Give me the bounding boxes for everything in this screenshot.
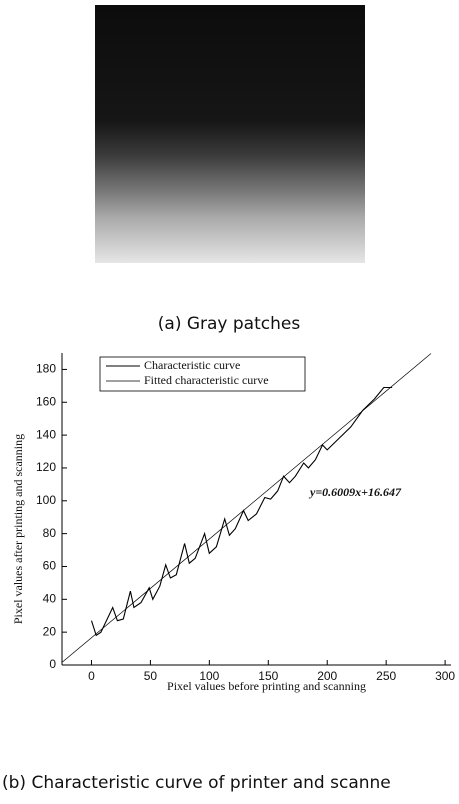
annotation: y=0.6009x+16.647 bbox=[308, 485, 402, 499]
legend-label: Characteristic curve bbox=[144, 358, 240, 372]
y-tick-label: 60 bbox=[43, 559, 57, 573]
caption-b: (b) Characteristic curve of printer and … bbox=[2, 773, 391, 793]
page: {"caption_a": "(a) Gray patches", "chart… bbox=[0, 0, 459, 804]
legend-label: Fitted characteristic curve bbox=[144, 373, 269, 387]
y-tick-label: 20 bbox=[43, 624, 57, 638]
y-tick-label: 0 bbox=[49, 657, 56, 671]
x-tick-label: 300 bbox=[435, 669, 455, 683]
gray-patches-image bbox=[95, 5, 365, 263]
y-tick-label: 180 bbox=[36, 362, 56, 376]
y-tick-label: 160 bbox=[36, 394, 56, 408]
y-tick-label: 140 bbox=[36, 427, 56, 441]
series-line bbox=[62, 354, 431, 663]
caption-a: (a) Gray patches bbox=[158, 314, 301, 334]
y-axis-label: Pixel values after printing and scanning bbox=[11, 434, 25, 624]
y-tick-label: 100 bbox=[36, 493, 56, 507]
x-tick-label: 250 bbox=[376, 669, 396, 683]
figure: (a) Gray patches (b) Characteristic curv… bbox=[0, 0, 459, 804]
y-tick-label: 120 bbox=[36, 460, 56, 474]
y-tick-label: 80 bbox=[43, 526, 57, 540]
x-tick-label: 0 bbox=[88, 669, 95, 683]
x-tick-label: 50 bbox=[144, 669, 158, 683]
y-tick-label: 40 bbox=[43, 591, 57, 605]
x-axis-label: Pixel values before printing and scannin… bbox=[167, 679, 366, 693]
